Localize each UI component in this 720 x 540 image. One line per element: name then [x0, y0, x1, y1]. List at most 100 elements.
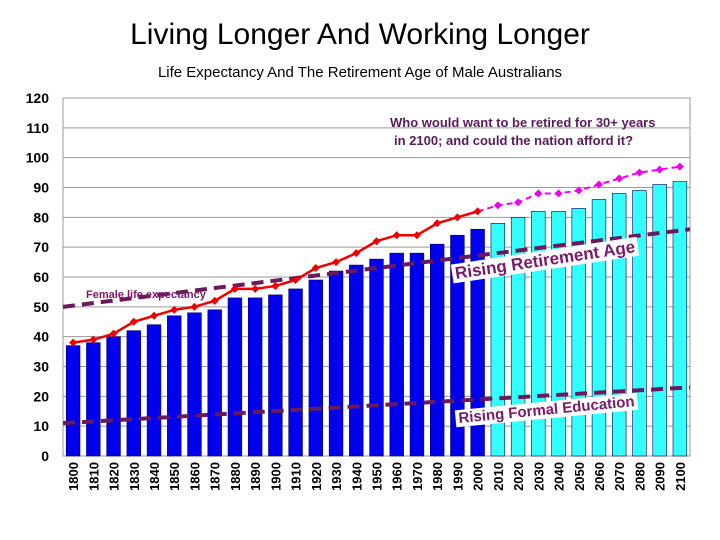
bar: [187, 312, 202, 457]
x-tick-label: 1930: [329, 462, 344, 491]
y-tick-label: 30: [33, 359, 49, 375]
life-point: [412, 231, 421, 240]
trend-line: [62, 227, 691, 309]
life-point: [230, 284, 239, 293]
bar: [612, 193, 627, 457]
y-tick-label: 40: [33, 329, 49, 345]
x-tick-label: 1900: [268, 462, 283, 491]
life-point: [473, 207, 482, 216]
bar: [126, 330, 141, 457]
y-tick-label: 120: [26, 90, 50, 106]
x-tick-label: 1920: [309, 462, 324, 491]
life-point: [433, 219, 442, 228]
trend-line: [62, 385, 691, 426]
y-tick-label: 60: [33, 269, 49, 285]
bar: [430, 243, 445, 457]
x-tick-label: 1820: [107, 462, 122, 491]
bar: [167, 315, 182, 457]
x-tick-label: 1860: [187, 462, 202, 491]
callout-line-2: in 2100; and could the nation afford it?: [394, 133, 633, 148]
bar: [308, 279, 323, 457]
life-point: [554, 189, 563, 198]
life-point: [129, 317, 138, 326]
slide-title: Living Longer And Working Longer: [130, 18, 590, 51]
x-tick-label: 2050: [572, 462, 587, 491]
life-point: [190, 302, 199, 311]
life-point: [352, 249, 361, 258]
x-tick-label: 1810: [86, 462, 101, 491]
bar: [268, 294, 283, 457]
y-tick-label: 50: [33, 299, 49, 315]
y-axis-ticks: 0 10 20 30 40 50 60 70 80 90 100 110 120: [26, 90, 50, 464]
x-tick-label: 1890: [248, 462, 263, 491]
slide-subtitle: Life Expectancy And The Retirement Age o…: [157, 64, 563, 81]
life-point: [615, 174, 624, 183]
bar: [146, 324, 162, 457]
bar: [328, 270, 344, 457]
x-tick-label: 1880: [228, 462, 243, 491]
x-tick-label: 2000: [471, 462, 486, 491]
x-tick-label: 1990: [450, 462, 465, 491]
x-tick-label: 2070: [612, 462, 627, 491]
y-tick-label: 0: [41, 448, 49, 464]
bar-series: [65, 181, 688, 457]
life-point: [453, 213, 462, 222]
x-tick-label: 2030: [531, 462, 546, 491]
life-point: [675, 162, 684, 171]
life-point: [251, 284, 260, 293]
x-tick-label: 1950: [370, 462, 385, 491]
life-point: [574, 186, 583, 195]
x-axis-ticks: 1800 1810 1820 1830 1840 1850 1860 1870 1880 1890…: [66, 462, 688, 491]
y-tick-label: 80: [33, 209, 49, 225]
y-tick-label: 110: [26, 120, 49, 136]
life-point: [594, 180, 603, 189]
y-tick-label: 10: [33, 418, 49, 434]
x-tick-label: 2020: [511, 462, 526, 491]
bar: [65, 345, 81, 457]
life-point: [109, 329, 118, 338]
retirement-line: [62, 227, 691, 309]
life-point: [332, 258, 341, 267]
bar: [672, 181, 688, 457]
bar: [288, 288, 303, 457]
life-point: [271, 281, 280, 290]
x-tick-label: 1830: [127, 462, 142, 491]
x-tick-label: 1940: [349, 462, 364, 491]
bar: [632, 190, 647, 457]
x-tick-label: 1970: [410, 462, 425, 491]
life-point: [150, 311, 159, 320]
x-tick-label: 1800: [66, 462, 81, 491]
education-line: [62, 385, 691, 426]
life-point: [493, 201, 502, 210]
female-life-expectancy-label: Female life expectancy: [86, 289, 207, 301]
life-expectancy-line: [69, 162, 684, 347]
bar: [409, 252, 425, 457]
life-point: [635, 168, 644, 177]
bar: [247, 297, 263, 457]
bar: [106, 336, 121, 457]
bar: [652, 184, 667, 457]
life-point: [89, 335, 98, 344]
label-background: [454, 392, 639, 428]
bar: [227, 297, 243, 457]
y-tick-label: 70: [33, 239, 49, 255]
bar: [86, 342, 101, 457]
x-tick-label: 1910: [289, 462, 304, 491]
x-tick-label: 1980: [430, 462, 445, 491]
life-point: [291, 275, 300, 284]
x-tick-label: 1960: [390, 462, 405, 491]
x-tick-label: 2080: [632, 462, 647, 491]
life-point: [69, 338, 78, 347]
bar: [591, 199, 607, 457]
x-tick-label: 1840: [147, 462, 162, 491]
x-tick-label: 1850: [167, 462, 182, 491]
x-tick-label: 2040: [552, 462, 567, 491]
label-background: [450, 236, 640, 284]
bar: [369, 258, 384, 457]
life-point: [170, 305, 179, 314]
y-tick-label: 100: [26, 150, 50, 166]
bar: [207, 309, 222, 457]
x-tick-label: 2100: [673, 462, 688, 491]
x-tick-label: 2090: [653, 462, 668, 491]
